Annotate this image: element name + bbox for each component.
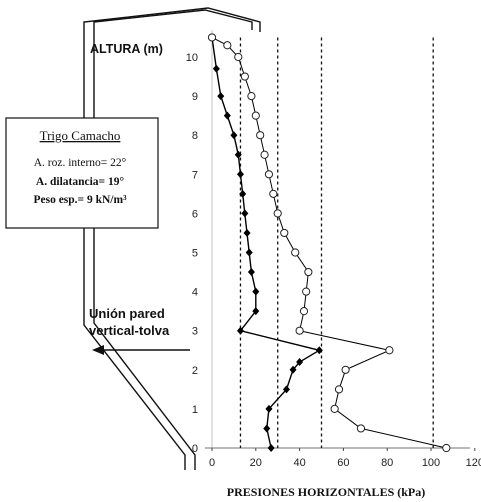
y-tick-label: 9 xyxy=(192,91,198,103)
y-axis-label: ALTURA (m) xyxy=(90,42,163,56)
series-2-point xyxy=(330,404,339,413)
series-1-line xyxy=(211,37,322,449)
x-axis-label: PRESIONES HORIZONTALES (kPa) xyxy=(227,485,426,499)
series-1-point xyxy=(239,189,247,198)
series-1-point xyxy=(265,404,273,413)
series-1-point xyxy=(263,424,271,433)
series-2-point xyxy=(223,41,232,50)
series-2-point xyxy=(291,248,300,257)
union-arrow-head xyxy=(92,345,104,355)
y-tick-label: 0 xyxy=(192,443,198,455)
series-2-point xyxy=(385,346,394,355)
material-box: Trigo Camacho A. roz. interno= 22° A. di… xyxy=(5,117,159,229)
x-tick-label: 20 xyxy=(250,457,262,469)
series-1-point xyxy=(234,150,242,159)
x-tick-label: 100 xyxy=(422,457,440,469)
series-2-point xyxy=(442,443,451,453)
series-2-line xyxy=(211,36,447,449)
material-line-1: A. roz. interno= 22° xyxy=(34,157,127,169)
series-2-point xyxy=(207,33,217,42)
series-1-point xyxy=(252,287,260,296)
series-1-point xyxy=(296,357,304,366)
series-2-point xyxy=(273,209,282,218)
series-2-point xyxy=(256,131,265,140)
y-tick-labels: 0 1 2 3 4 5 6 7 8 9 10 xyxy=(186,52,198,455)
series-layer xyxy=(207,33,451,453)
x-tick-label: 0 xyxy=(209,457,215,469)
material-line-2: A. dilatancia= 19° xyxy=(36,176,125,188)
x-tick-label: 120 xyxy=(466,457,481,469)
series-2-point xyxy=(264,170,274,179)
x-tick-label: 40 xyxy=(293,457,305,469)
series-1-point xyxy=(289,365,297,374)
y-tick-label: 5 xyxy=(192,248,198,260)
series-2-point xyxy=(240,72,249,81)
series-2-point xyxy=(295,326,304,335)
series-2-point xyxy=(304,267,313,277)
series-2-point xyxy=(356,424,366,433)
material-line-3: Peso esp.= 9 kN/m³ xyxy=(33,194,127,206)
y-tick-label: 7 xyxy=(192,169,198,181)
series-2-point xyxy=(280,228,289,238)
series-1-point xyxy=(247,268,255,277)
series-2-point xyxy=(251,111,260,120)
series-1-point xyxy=(236,170,244,179)
material-box-frame xyxy=(5,117,159,229)
series-1-point xyxy=(252,307,260,316)
series-1-point xyxy=(315,346,323,355)
y-tick-label: 3 xyxy=(192,326,198,338)
y-tick-label: 10 xyxy=(186,52,198,64)
series-1-point xyxy=(241,209,249,218)
series-1-point xyxy=(282,385,290,394)
union-label-1: Unión pared xyxy=(89,306,165,321)
y-tick-label: 4 xyxy=(192,287,198,299)
union-label-2: vertical-tolva xyxy=(89,323,170,338)
x-tick-label: 60 xyxy=(337,457,349,469)
series-1-point xyxy=(236,326,244,335)
series-2-point xyxy=(247,92,256,101)
silo-outline xyxy=(83,7,261,470)
series-1-point xyxy=(230,131,238,140)
series-2-point xyxy=(299,307,309,316)
x-tick-labels: 0 20 40 60 80 100 120 xyxy=(209,448,481,469)
series-2-point xyxy=(334,385,344,394)
series-1-point xyxy=(245,248,253,257)
series-2-point xyxy=(269,189,278,198)
series-2-point xyxy=(234,52,243,62)
y-tick-label: 1 xyxy=(192,404,198,416)
series-1-point xyxy=(223,111,231,120)
reference-lines xyxy=(239,37,434,448)
series-1-point xyxy=(267,444,275,452)
series-2-point xyxy=(341,365,350,374)
y-tick-label: 2 xyxy=(192,365,198,377)
series-2-point xyxy=(260,150,269,159)
series-1-point xyxy=(212,64,220,73)
union-annotation: Unión pared vertical-tolva xyxy=(89,306,190,355)
series-2-point xyxy=(302,287,311,296)
x-tick-label: 80 xyxy=(381,457,393,469)
series-1-point xyxy=(217,92,225,101)
y-tick-label: 8 xyxy=(192,130,198,142)
y-tick-label: 6 xyxy=(192,208,198,220)
series-1-point xyxy=(243,228,251,237)
material-title: Trigo Camacho xyxy=(40,128,121,143)
